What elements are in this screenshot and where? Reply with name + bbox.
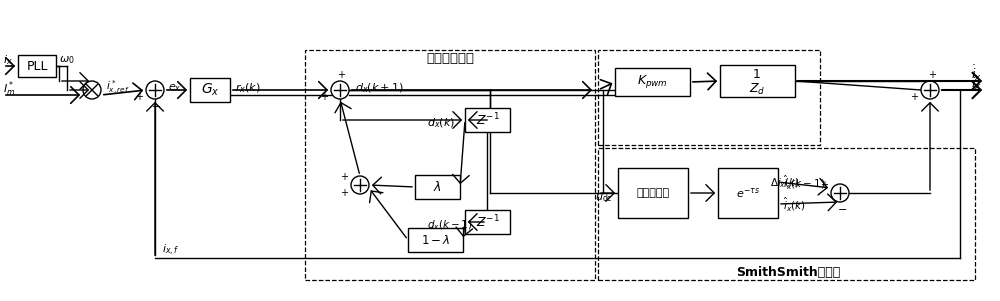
Bar: [18, 55, 56, 77]
Circle shape: [83, 81, 101, 99]
Text: $\hat{i}_x(k)$: $\hat{i}_x(k)$: [783, 195, 806, 213]
Text: $i_{x,ref}^*$: $i_{x,ref}^*$: [106, 79, 130, 97]
Text: $d_x(k+1)$: $d_x(k+1)$: [355, 81, 404, 95]
Text: $d_x(k)$: $d_x(k)$: [427, 116, 455, 130]
Text: $d_x(k-1)$: $d_x(k-1)$: [427, 218, 473, 232]
Text: +: +: [820, 180, 828, 190]
Bar: [190, 78, 230, 102]
Text: $I_m^*$: $I_m^*$: [3, 79, 15, 99]
Text: $i_x$: $i_x$: [3, 53, 13, 67]
Text: $i_{x,f}$: $i_{x,f}$: [162, 242, 179, 258]
Text: $\dot{i}_x$: $\dot{i}_x$: [971, 63, 982, 83]
Text: 状态观测器: 状态观测器: [636, 188, 670, 198]
Text: +: +: [320, 92, 328, 102]
Text: $-$: $-$: [151, 100, 161, 110]
Text: +: +: [337, 70, 345, 80]
Text: $Z^{-1}$: $Z^{-1}$: [476, 214, 499, 230]
Text: $\lambda$: $\lambda$: [433, 180, 442, 194]
Circle shape: [146, 81, 164, 99]
Text: $G_x$: $G_x$: [201, 82, 219, 98]
Text: $\hat{i}_x(k-1)$: $\hat{i}_x(k-1)$: [783, 173, 825, 191]
Text: $K_{pwm}$: $K_{pwm}$: [637, 73, 668, 91]
Bar: [720, 65, 795, 97]
Bar: [465, 210, 510, 234]
Text: $\omega_0$: $\omega_0$: [59, 54, 75, 66]
Circle shape: [331, 81, 349, 99]
Bar: [615, 68, 690, 96]
Bar: [618, 168, 688, 218]
Bar: [415, 175, 460, 199]
Bar: [598, 50, 820, 145]
Text: $\dot{i}_x$: $\dot{i}_x$: [971, 72, 982, 92]
Text: SmithSmith预估器: SmithSmith预估器: [736, 265, 840, 278]
Bar: [408, 228, 463, 252]
Text: $\Delta i_x(k)$: $\Delta i_x(k)$: [770, 176, 800, 190]
Text: +: +: [910, 92, 918, 102]
Text: $1-\lambda$: $1-\lambda$: [421, 234, 450, 247]
Text: +: +: [340, 172, 348, 182]
Text: $u_{\rm dc}$: $u_{\rm dc}$: [595, 192, 613, 204]
Bar: [598, 148, 975, 280]
Text: $Z_d$: $Z_d$: [749, 82, 765, 97]
Bar: [465, 108, 510, 132]
Text: +: +: [135, 92, 143, 102]
Circle shape: [831, 184, 849, 202]
Text: $r_x(k)$: $r_x(k)$: [235, 81, 261, 95]
Bar: [305, 50, 595, 280]
Text: $e_x$: $e_x$: [168, 82, 182, 94]
Circle shape: [351, 176, 369, 194]
Text: $e^{-\tau s}$: $e^{-\tau s}$: [736, 186, 760, 200]
Text: $Z^{-1}$: $Z^{-1}$: [476, 112, 499, 128]
Text: +: +: [928, 70, 936, 80]
Text: $-$: $-$: [837, 203, 847, 213]
Text: 迭代学习控制: 迭代学习控制: [426, 52, 474, 66]
Bar: [718, 168, 778, 218]
Text: PLL: PLL: [26, 60, 48, 73]
Text: +: +: [340, 188, 348, 198]
Text: 1: 1: [753, 69, 761, 82]
Circle shape: [921, 81, 939, 99]
